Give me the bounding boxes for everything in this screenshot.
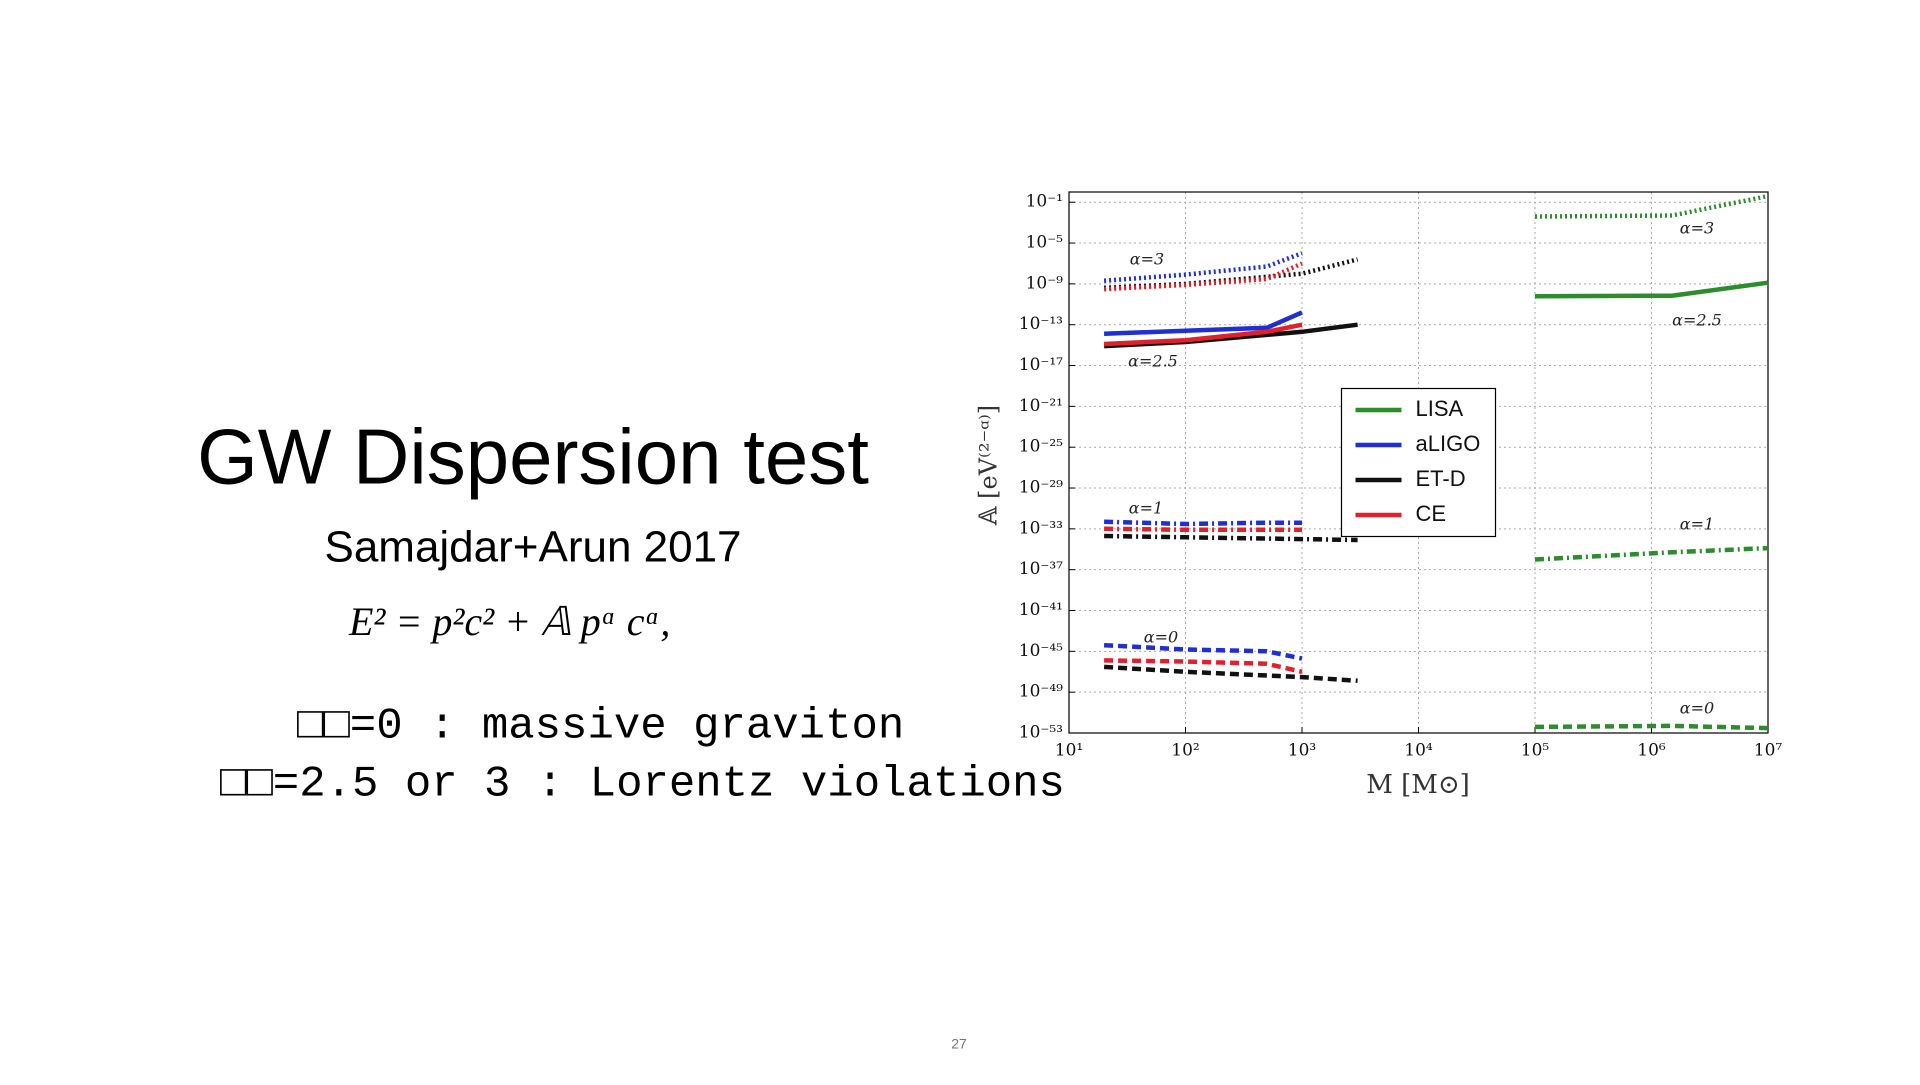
plot-frame — [1068, 191, 1769, 734]
data-line — [1534, 723, 1769, 731]
annotation: α=1 — [1129, 499, 1163, 518]
y-tick-label: 10⁻³⁷ — [1019, 559, 1063, 579]
data-line — [1103, 251, 1303, 284]
data-line — [1534, 280, 1769, 299]
bullet: □□=2.5 or 3 : Lorentz violations — [220, 760, 1065, 810]
x-tick-label: 10¹ — [1055, 741, 1083, 761]
x-tick-label: 10⁷ — [1754, 741, 1783, 761]
y-tick-label: 10⁻¹³ — [1019, 314, 1063, 334]
legend-label: CE — [1416, 501, 1447, 526]
y-tick-label: 10⁻¹ — [1026, 192, 1063, 212]
x-axis-label: M [M⊙] — [1366, 770, 1470, 800]
y-tick-label: 10⁻⁹ — [1026, 273, 1064, 293]
x-tick-label: 10⁵ — [1521, 741, 1550, 761]
data-line — [1534, 545, 1769, 562]
legend-box — [1340, 387, 1497, 538]
annotation: α=0 — [1680, 699, 1714, 718]
legend-label: LISA — [1416, 396, 1464, 421]
data-line — [1104, 310, 1303, 336]
equation: E² = p²c² + 𝔸 pᵅ cᵅ, — [348, 599, 670, 644]
data-line — [1103, 322, 1303, 347]
y-tick-label: 10⁻⁴⁹ — [1019, 682, 1063, 702]
annotation: α=2.5 — [1672, 311, 1722, 330]
y-tick-label: 10⁻¹⁷ — [1019, 355, 1063, 375]
y-tick-label: 10⁻²⁹ — [1019, 478, 1063, 498]
legend: LISA aLIGO ET-D CE — [1340, 387, 1497, 538]
bullet: □□=0 : massive graviton — [297, 702, 904, 752]
x-tick-label: 10² — [1171, 741, 1199, 761]
page-number: 27 — [951, 1036, 967, 1052]
x-tick-label: 10⁶ — [1637, 741, 1666, 761]
y-tick-label: 10⁻⁴⁵ — [1019, 641, 1063, 661]
slide-subtitle: Samajdar+Arun 2017 — [324, 523, 741, 572]
data-line — [1104, 519, 1302, 527]
legend-label: ET-D — [1416, 466, 1466, 491]
y-tick-label: 10⁻⁵ — [1026, 233, 1064, 253]
annotation: α=2.5 — [1128, 352, 1178, 371]
data-line — [1103, 261, 1303, 292]
x-tick-label: 10⁴ — [1404, 741, 1433, 761]
annotation: α=0 — [1144, 628, 1178, 647]
slide-title: GW Dispersion test — [197, 413, 869, 501]
y-axis-label: 𝔸 [eV⁽²⁻ᵅ⁾] — [975, 405, 1003, 526]
x-tick-label: 10³ — [1288, 741, 1316, 761]
y-tick-label: 10⁻⁴¹ — [1019, 600, 1063, 620]
annotation: α=3 — [1680, 219, 1714, 238]
data-line — [1104, 533, 1358, 543]
annotation: α=3 — [1130, 250, 1164, 269]
y-tick-label: 10⁻⁵³ — [1019, 723, 1063, 743]
y-tick-label: 10⁻²¹ — [1019, 396, 1063, 416]
data-line — [1103, 664, 1358, 684]
y-tick-label: 10⁻³³ — [1019, 518, 1063, 538]
annotation: α=1 — [1680, 515, 1714, 534]
data-line — [1104, 526, 1302, 533]
legend-label: aLIGO — [1416, 431, 1481, 456]
data-line — [1534, 193, 1769, 219]
y-tick-label: 10⁻²⁵ — [1019, 437, 1063, 457]
